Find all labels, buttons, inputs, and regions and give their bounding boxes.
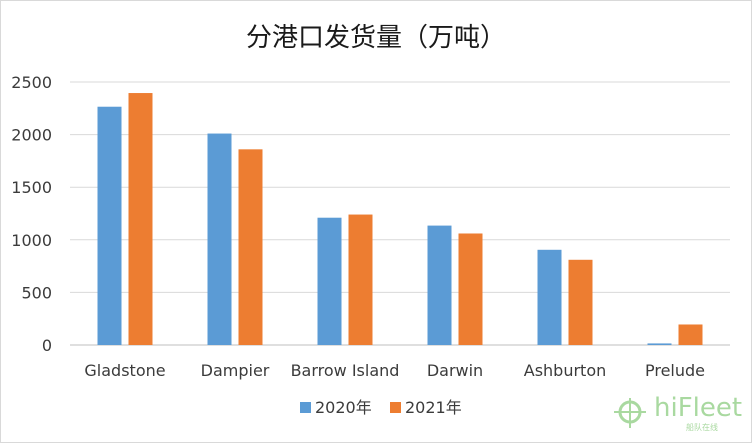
y-tick-label: 2500 xyxy=(11,73,52,92)
hifleet-watermark: hiFleet 船队在线 xyxy=(614,393,742,432)
y-tick-label: 0 xyxy=(42,336,52,355)
bars xyxy=(97,93,703,346)
bar-series2 xyxy=(238,149,263,345)
bar-series1 xyxy=(97,106,122,345)
globe-crosshair-icon xyxy=(614,398,646,428)
x-tick-label: Ashburton xyxy=(524,361,607,380)
bar-series1 xyxy=(317,217,342,345)
y-tick-label: 500 xyxy=(21,283,52,302)
y-tick-label: 1000 xyxy=(11,231,52,250)
chart-title: 分港口发货量（万吨） xyxy=(246,23,506,53)
bar-series2 xyxy=(128,93,153,346)
y-tick-label: 1500 xyxy=(11,178,52,197)
y-axis: 0 500 1000 1500 2000 2500 xyxy=(11,73,52,355)
bar-series2 xyxy=(458,233,483,345)
bar-series2 xyxy=(348,214,373,345)
bar-series2 xyxy=(568,259,593,345)
bar-series1 xyxy=(427,225,452,345)
gridlines xyxy=(70,81,730,346)
legend-label: 2021年 xyxy=(405,398,462,417)
legend-swatch xyxy=(390,402,401,413)
x-tick-label: Dampier xyxy=(201,361,270,380)
x-axis: Gladstone Dampier Barrow Island Darwin Ashbu… xyxy=(84,361,705,380)
bar-series2 xyxy=(678,324,703,345)
bar-series1 xyxy=(647,343,672,345)
bar-series1 xyxy=(207,133,232,345)
x-tick-label: Prelude xyxy=(645,361,705,380)
legend-swatch xyxy=(300,402,311,413)
bar-series1 xyxy=(537,249,562,345)
x-tick-label: Darwin xyxy=(427,361,483,380)
x-tick-label: Gladstone xyxy=(84,361,165,380)
watermark-brand: hiFleet xyxy=(654,393,742,423)
y-tick-label: 2000 xyxy=(11,126,52,145)
x-tick-label: Barrow Island xyxy=(291,361,400,380)
watermark-tagline: 船队在线 xyxy=(686,422,718,432)
legend: 2020年 2021年 xyxy=(300,398,462,417)
legend-label: 2020年 xyxy=(315,398,372,417)
